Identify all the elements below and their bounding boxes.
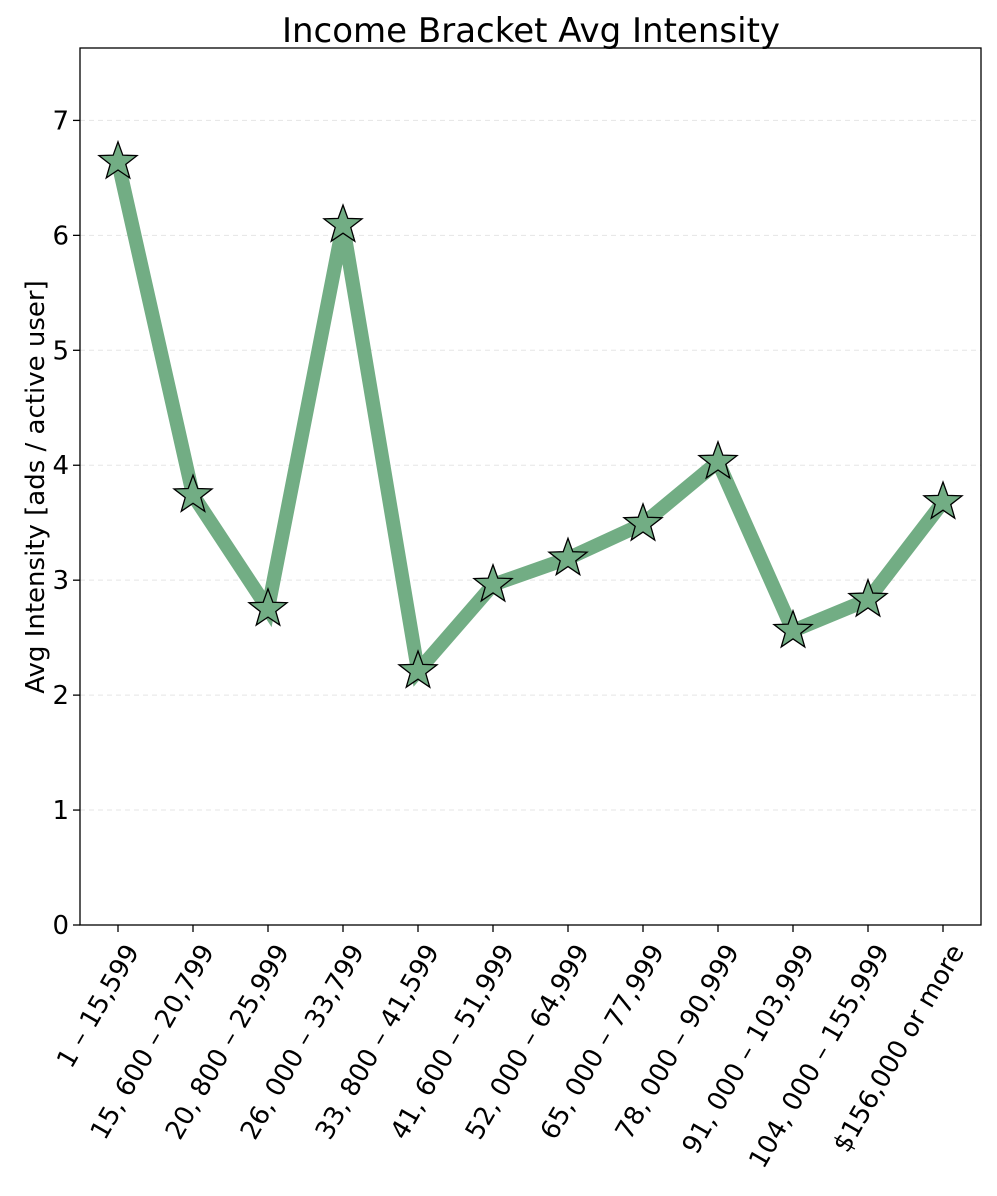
data-point-star [847, 577, 889, 618]
chart-title: Income Bracket Avg Intensity [282, 11, 780, 51]
grid-lines [80, 119, 981, 926]
data-point-star [322, 203, 364, 243]
x-tick-label: 91, 000 – 103,999 [677, 940, 821, 1160]
y-axis-label: Avg Intensity [ads / active user] [21, 280, 51, 693]
data-markers [97, 139, 964, 689]
y-tick-label: 7 [52, 106, 69, 136]
data-point-star [172, 473, 214, 513]
data-point-star [247, 586, 289, 627]
x-tick-label: 104, 000 – 155,999 [743, 940, 895, 1174]
y-tick-label: 6 [52, 221, 69, 251]
data-point-star [772, 608, 814, 649]
data-point-star [472, 562, 514, 603]
y-tick-label: 3 [52, 566, 69, 596]
y-tick-label: 5 [52, 336, 69, 366]
y-axis-ticks: 0 1 2 3 4 5 6 7 [52, 106, 80, 941]
y-tick-label: 4 [52, 451, 69, 481]
series-line-layer [111, 160, 949, 687]
data-point-star [547, 536, 589, 577]
data-point-star [622, 501, 664, 542]
y-tick-label: 2 [52, 681, 69, 711]
series-line [111, 160, 949, 687]
data-point-star [922, 480, 964, 520]
data-point-star [397, 649, 439, 689]
y-tick-label: 1 [52, 796, 69, 826]
plot-frame [79, 47, 982, 926]
y-tick-label: 0 [52, 911, 69, 941]
data-point-star [697, 439, 739, 480]
x-tick-label: $156,000 or more [828, 940, 971, 1158]
data-point-star [97, 139, 139, 180]
